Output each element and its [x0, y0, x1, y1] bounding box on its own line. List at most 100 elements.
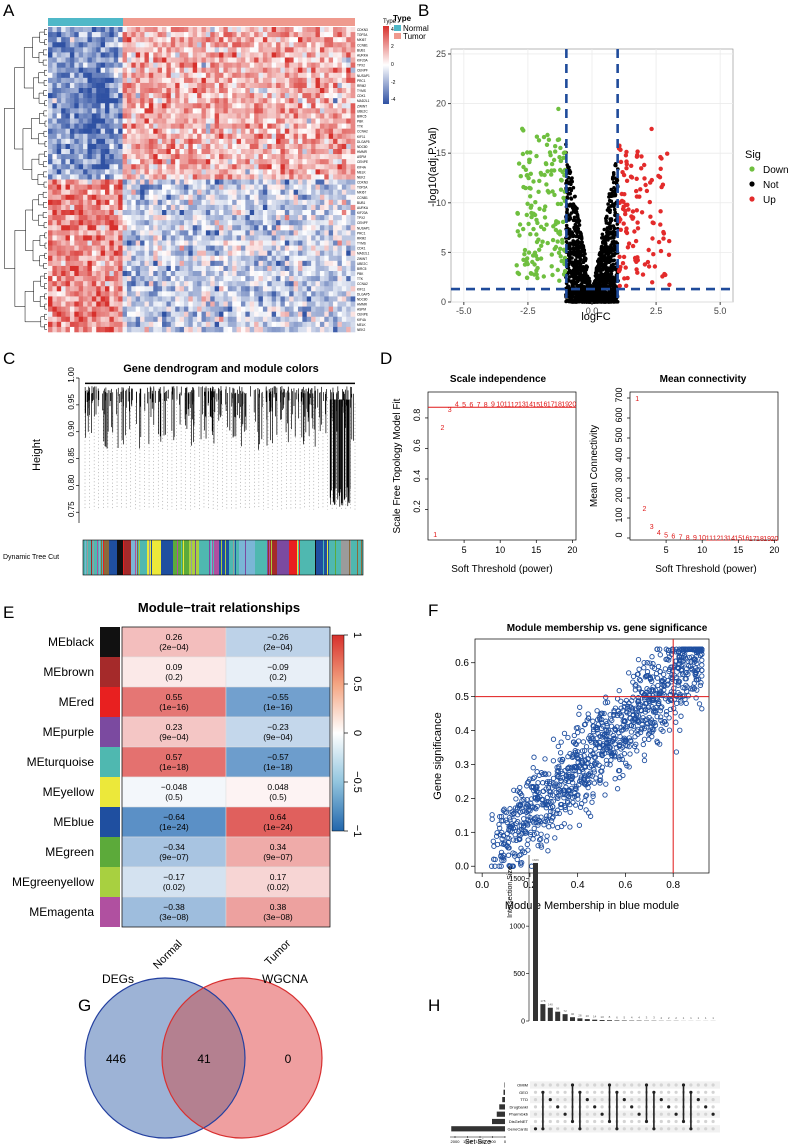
heatmap-cell — [324, 199, 329, 206]
heatmap-cell — [166, 271, 172, 277]
heatmap-cell — [328, 128, 334, 135]
heatmap-cell — [341, 306, 347, 312]
heatmap-cell — [197, 62, 202, 68]
heatmap-cell — [122, 113, 128, 119]
heatmap-cell — [205, 321, 211, 328]
heatmap-cell — [223, 179, 229, 185]
heatmap-cell — [192, 286, 198, 292]
heatmap-cell — [122, 326, 128, 333]
heatmap-cell — [183, 93, 189, 99]
heatmap-cell — [52, 82, 58, 89]
heatmap-cell — [113, 67, 119, 74]
heatmap-cell — [153, 210, 158, 216]
heatmap-cell — [337, 235, 343, 241]
heatmap-cell — [135, 225, 141, 231]
heatmap-cell — [109, 265, 115, 272]
heatmap-cell — [83, 108, 88, 114]
heatmap-cell — [350, 306, 356, 312]
heatmap-cell — [131, 276, 137, 282]
heatmap-cell — [144, 184, 150, 190]
heatmap-cell — [293, 52, 299, 58]
heatmap-cell — [179, 67, 185, 74]
heatmap-cell — [170, 311, 176, 318]
heatmap-cell — [254, 184, 259, 190]
heatmap-cell — [293, 265, 299, 272]
heatmap-cell — [83, 32, 88, 38]
heatmap-cell — [56, 164, 62, 170]
heatmap-cell — [293, 98, 299, 104]
heatmap-cell — [96, 296, 101, 302]
heatmap-cell — [113, 230, 119, 236]
heatmap-cell — [113, 271, 119, 277]
heatmap-cell — [170, 271, 176, 277]
heatmap-cell — [227, 255, 233, 262]
heatmap-cell — [311, 199, 316, 206]
heatmap-cell — [148, 189, 154, 196]
heatmap-cell — [262, 98, 268, 104]
dendrogram-branch — [38, 153, 45, 165]
heatmap-cell — [306, 118, 312, 124]
heatmap-cell — [162, 271, 167, 277]
heatmap-cell — [153, 194, 158, 201]
heatmap-cell — [249, 260, 255, 267]
heatmap-cell — [306, 88, 312, 94]
volcano-point-not — [572, 215, 577, 220]
heatmap-cell — [140, 77, 145, 84]
heatmap-cell — [236, 62, 242, 68]
heatmap-cell — [56, 204, 62, 211]
heatmap-cell — [245, 199, 251, 206]
heatmap-cell — [192, 62, 198, 68]
heatmap-cell — [319, 77, 325, 84]
volcano-point-not — [611, 180, 616, 185]
heatmap-cell — [61, 174, 66, 180]
heatmap-cell — [48, 220, 53, 226]
heatmap-cell — [341, 281, 347, 287]
heatmap-cell — [105, 174, 110, 180]
heatmap-cell — [214, 67, 220, 74]
heatmap-cell — [122, 230, 128, 236]
heatmap-cell — [162, 225, 167, 231]
heatmap-cell — [333, 143, 338, 150]
heatmap-cell — [350, 32, 356, 38]
heatmap-cell — [280, 57, 286, 63]
heatmap-cell — [346, 286, 351, 292]
heatmap-cell — [126, 286, 132, 292]
heatmap-cell — [144, 301, 150, 307]
heatmap-cell — [87, 281, 93, 287]
heatmap-cell — [122, 306, 128, 312]
heatmap-cell — [236, 82, 242, 89]
heatmap-cell — [245, 276, 251, 282]
heatmap-cell — [140, 57, 145, 63]
heatmap-cell — [148, 27, 154, 33]
heatmap-cell — [276, 316, 281, 323]
heatmap-cell — [153, 189, 158, 196]
heatmap-cell — [306, 128, 312, 135]
heatmap-cell — [192, 276, 198, 282]
heatmap-cell — [78, 210, 84, 216]
heatmap-cell — [122, 215, 128, 221]
heatmap-cell — [162, 118, 167, 124]
heatmap-cell — [236, 32, 242, 38]
heatmap-cell — [341, 250, 347, 257]
heatmap-cell — [162, 316, 167, 323]
heatmap-cell — [100, 174, 106, 180]
heatmap-cell — [201, 82, 207, 89]
heatmap-cell — [297, 235, 303, 241]
heatmap-cell — [87, 77, 93, 84]
heatmap-cell — [48, 174, 53, 180]
heatmap-cell — [140, 32, 145, 38]
heatmap-cell — [113, 32, 119, 38]
heatmap-cell — [56, 281, 62, 287]
heatmap-cell — [170, 179, 176, 185]
heatmap-cell — [311, 204, 316, 211]
heatmap-cell — [118, 108, 123, 114]
heatmap-cell — [306, 159, 312, 165]
heatmap-cell — [333, 47, 338, 53]
heatmap-cell — [179, 128, 185, 135]
heatmap-cell — [289, 93, 294, 99]
heatmap-cell — [197, 194, 202, 201]
heatmap-cell — [232, 138, 237, 145]
heatmap-cell — [262, 62, 268, 68]
heatmap-cell — [346, 72, 351, 79]
heatmap-cell — [96, 301, 101, 307]
